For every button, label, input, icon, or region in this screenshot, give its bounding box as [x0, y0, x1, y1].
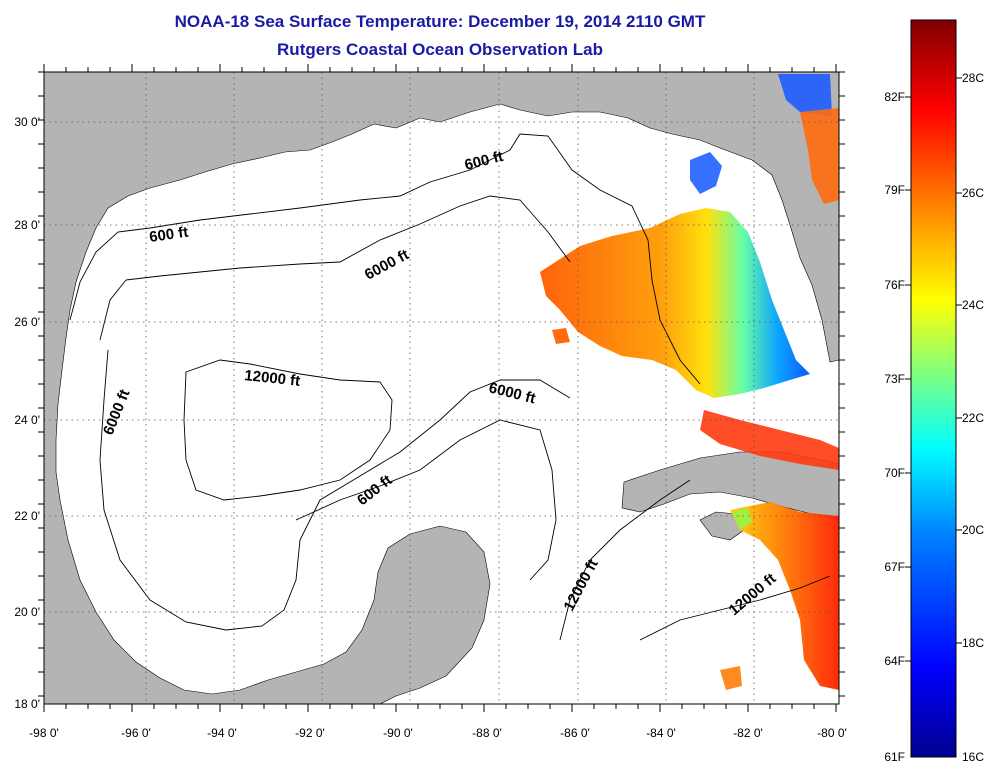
sst-swath-florida-west — [690, 152, 722, 194]
colorbar-celsius-labels: 28C 26C 24C 22C 20C 18C 16C — [962, 71, 984, 764]
contour-6000ft-west — [99, 195, 571, 341]
colorbar-ticks — [905, 77, 962, 662]
cb-f-label: 61F — [884, 750, 905, 764]
lat-label: 28 0' — [14, 218, 40, 232]
sst-swath-straits — [700, 410, 839, 470]
sst-swath-gulf — [540, 208, 810, 398]
lat-label: 22 0' — [14, 509, 40, 523]
contour-12000ft-gulf — [183, 359, 393, 501]
sst-patch-green — [732, 508, 752, 530]
lon-label: -92 0' — [295, 726, 325, 740]
contour-label: 12000 ft — [244, 367, 301, 390]
lat-label: 30 0' — [14, 115, 40, 129]
lon-label: -94 0' — [207, 726, 237, 740]
land-mainland — [44, 72, 839, 704]
lat-label: 26 0' — [14, 315, 40, 329]
map-title: NOAA-18 Sea Surface Temperature: Decembe… — [174, 12, 706, 31]
graticule — [44, 72, 839, 704]
tick-marks — [38, 64, 845, 712]
sst-patch-south — [720, 666, 742, 690]
lon-label: -86 0' — [560, 726, 590, 740]
lat-label: 20 0' — [14, 605, 40, 619]
cb-f-label: 73F — [884, 372, 905, 386]
lon-label: -80 0' — [817, 726, 847, 740]
cb-f-label: 79F — [884, 183, 905, 197]
sst-swath-florida-east — [778, 74, 832, 116]
cb-f-label: 76F — [884, 278, 905, 292]
lon-label: -82 0' — [733, 726, 763, 740]
cb-c-label: 18C — [962, 636, 984, 650]
contour-600ft — [69, 133, 701, 385]
colorbar-fahrenheit-labels: 82F 79F 76F 73F 70F 67F 64F 61F — [884, 90, 905, 764]
longitude-labels: -98 0' -96 0' -94 0' -92 0' -90 0' -88 0… — [29, 726, 847, 740]
cb-f-label: 82F — [884, 90, 905, 104]
contour-12000ft-caribbean — [559, 479, 691, 641]
cb-f-label: 64F — [884, 654, 905, 668]
cb-f-label: 70F — [884, 466, 905, 480]
cb-c-label: 28C — [962, 71, 984, 85]
cb-c-label: 22C — [962, 411, 984, 425]
cb-c-label: 24C — [962, 298, 984, 312]
contour-6000ft-south — [99, 349, 571, 631]
colorbar — [910, 19, 957, 758]
lon-label: -84 0' — [646, 726, 676, 740]
lat-label: 24 0' — [14, 413, 40, 427]
lat-label: 18 0' — [14, 697, 40, 711]
cb-c-label: 20C — [962, 523, 984, 537]
contour-12000ft-east — [639, 575, 831, 641]
cb-f-label: 67F — [884, 560, 905, 574]
sst-patch-small — [552, 328, 570, 344]
sst-swath-atlantic — [800, 108, 839, 204]
cb-c-label: 16C — [962, 750, 984, 764]
lon-label: -96 0' — [121, 726, 151, 740]
map-subtitle: Rutgers Coastal Ocean Observation Lab — [277, 40, 603, 59]
map-frame — [43, 71, 840, 705]
latitude-labels: 30 0' 28 0' 26 0' 24 0' 22 0' 20 0' 18 0… — [14, 115, 40, 711]
bathymetry-contours — [69, 133, 831, 641]
lon-label: -90 0' — [383, 726, 413, 740]
contour-600ft-yucatan — [295, 419, 557, 581]
sst-swath-caribbean — [730, 502, 839, 690]
lon-label: -88 0' — [472, 726, 502, 740]
contour-label: 600 ft — [148, 224, 189, 246]
cb-c-label: 26C — [962, 186, 984, 200]
lon-label: -98 0' — [29, 726, 59, 740]
